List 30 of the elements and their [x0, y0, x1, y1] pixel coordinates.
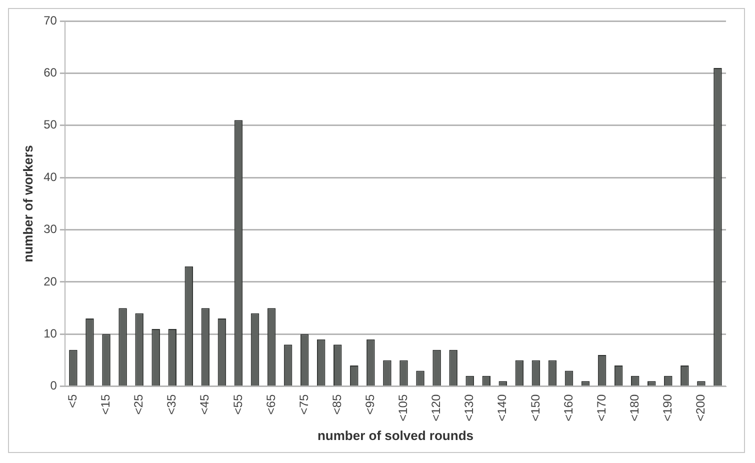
y-axis-title: number of workers: [20, 145, 36, 262]
x-tick-label: <120: [429, 394, 444, 422]
x-tick-label: <170: [594, 394, 608, 422]
x-tick-label: <160: [561, 394, 576, 422]
x-tick-label: <85: [330, 394, 344, 415]
x-tick-label: <45: [198, 394, 212, 415]
x-tick-label: <200: [694, 394, 708, 422]
y-tick-label: 10: [44, 326, 58, 340]
x-tick-label: <15: [98, 394, 113, 415]
x-tick-label: <35: [164, 394, 179, 415]
y-tick-label: 0: [50, 378, 58, 393]
y-tick-label: 50: [44, 118, 58, 132]
x-axis-title: number of solved rounds: [317, 428, 474, 443]
x-tick-label: <105: [396, 394, 410, 422]
x-tick-label: <150: [528, 394, 542, 422]
x-tick-label: <190: [660, 394, 674, 422]
y-tick-label: 30: [44, 222, 58, 236]
x-tick-label: <5: [66, 394, 80, 408]
y-tick-label: 40: [44, 170, 58, 184]
x-tick-label: <25: [132, 394, 146, 415]
x-tick-label: <140: [495, 394, 510, 422]
y-tick-label: 70: [44, 13, 58, 28]
x-tick-label: <75: [296, 394, 311, 415]
x-tick-label: <55: [230, 394, 245, 415]
x-tick-label: <95: [362, 394, 377, 415]
x-tick-label: <180: [627, 394, 642, 422]
y-tick-label: 20: [44, 274, 58, 288]
x-tick-label: <65: [264, 394, 278, 415]
y-tick-label: 60: [44, 66, 58, 80]
x-tick-label: <130: [462, 394, 476, 422]
